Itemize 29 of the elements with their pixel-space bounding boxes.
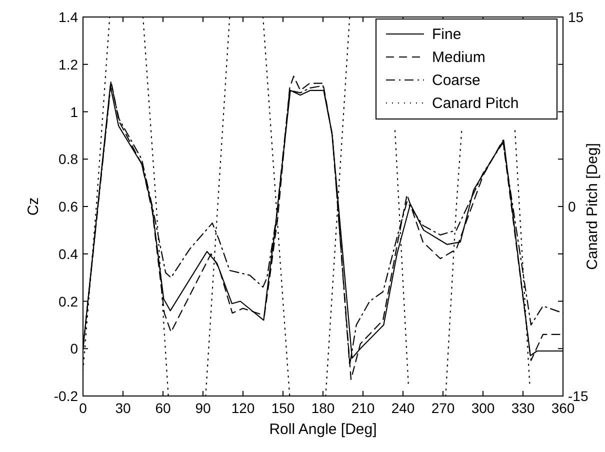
x-tick-label: 30	[115, 400, 131, 416]
y-tick-label: 0.6	[58, 198, 78, 214]
x-axis-title: Roll Angle [Deg]	[269, 421, 377, 438]
x-tick-label: 150	[271, 400, 295, 416]
legend-label: Fine	[432, 26, 462, 43]
y-tick-label: 1.2	[58, 56, 78, 72]
y-tick-label: 0.8	[58, 151, 78, 168]
y-tick-label: 0.2	[58, 293, 78, 310]
x-tick-label: 120	[231, 400, 255, 416]
x-tick-label: 180	[311, 400, 335, 416]
y-tick-label: 0.4	[58, 246, 78, 262]
y-tick-label: -0.2	[54, 388, 78, 404]
y-tick-label: 1.4	[58, 9, 78, 25]
legend-label: Canard Pitch	[432, 95, 519, 112]
y-tick-label: 1	[70, 104, 78, 120]
legend-label: Coarse	[432, 72, 480, 89]
x-tick-label: 270	[431, 400, 455, 416]
x-tick-label: 60	[155, 400, 171, 416]
y-axis-title: Cz	[25, 197, 42, 216]
y-tick-label: 0	[70, 340, 78, 357]
x-tick-label: 240	[391, 400, 415, 416]
x-tick-label: 330	[511, 400, 535, 416]
y2-tick-label: 15	[568, 9, 584, 25]
x-tick-label: 90	[195, 400, 211, 416]
y2-axis-title: Canard Pitch [Deg]	[584, 143, 601, 270]
legend-label: Medium	[432, 49, 486, 66]
y2-tick-label: 0	[568, 198, 576, 214]
x-tick-label: 300	[471, 400, 495, 416]
x-tick-label: 210	[351, 400, 375, 416]
